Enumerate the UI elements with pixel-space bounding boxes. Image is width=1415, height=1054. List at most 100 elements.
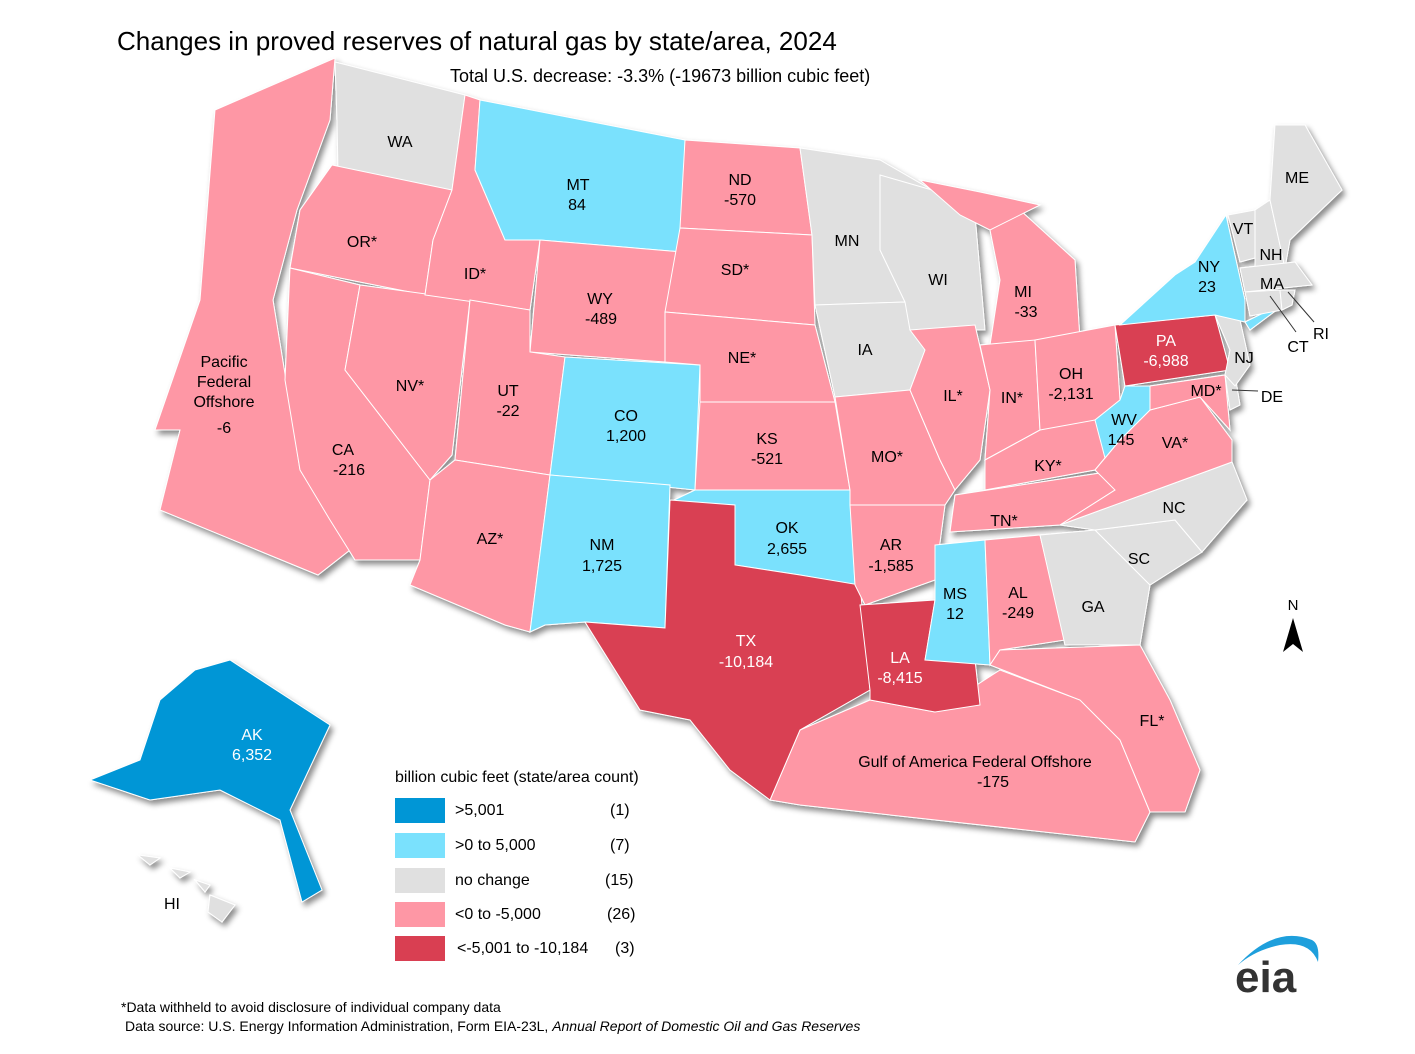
area-name-label: CO <box>614 408 638 425</box>
area-name-label: ME <box>1285 170 1309 187</box>
area-value-label: -570 <box>724 192 756 209</box>
area-ar <box>849 504 946 606</box>
legend-label: no change <box>455 872 530 889</box>
svg-text:eia: eia <box>1235 953 1297 1000</box>
area-name-label: WI <box>928 272 948 289</box>
legend-count: (3) <box>615 940 635 957</box>
north-label: N <box>1288 597 1299 614</box>
area-ma <box>1239 261 1313 293</box>
area-name-label: CA <box>332 442 355 459</box>
area-value-label: -1,585 <box>868 558 913 575</box>
area-name-label: VA* <box>1162 435 1188 452</box>
map-subtitle: Total U.S. decrease: -3.3% (-19673 billi… <box>450 66 871 86</box>
area-name-label: NC <box>1162 500 1185 517</box>
area-name-label: SC <box>1128 551 1150 568</box>
area-name-label: AZ* <box>477 531 504 548</box>
area-hi <box>193 878 211 893</box>
area-mt <box>474 99 686 253</box>
area-name-label: AR <box>880 537 902 554</box>
area-name-label: NV* <box>396 378 424 395</box>
area-name-label: GA <box>1081 599 1104 616</box>
area-value-label: -175 <box>977 774 1009 791</box>
area-value-label: -8,415 <box>877 670 922 687</box>
leader-line <box>1269 295 1297 333</box>
area-pa <box>1114 314 1231 387</box>
area-value-label: 1,200 <box>606 428 646 445</box>
area-name-label: NE* <box>728 350 756 367</box>
legend-label: >5,001 <box>455 802 505 819</box>
leader-line <box>1231 389 1259 392</box>
area-name-label: KS <box>756 431 777 448</box>
legend-swatch <box>395 833 445 858</box>
area-name-label: MD* <box>1190 383 1221 400</box>
area-hi <box>168 867 192 879</box>
area-name-label: Gulf of America Federal Offshore <box>858 754 1092 771</box>
area-name-label: TX <box>736 633 757 650</box>
area-value-label: -521 <box>751 451 783 468</box>
area-name-label: IN* <box>1001 390 1023 407</box>
area-value-label: -489 <box>585 311 617 328</box>
area-value-label: 1,725 <box>582 558 622 575</box>
area-fl <box>989 644 1201 813</box>
source-prefix: Data source: U.S. Energy Information Adm… <box>125 1018 553 1034</box>
area-hi <box>136 854 162 866</box>
area-name-label: NY <box>1198 259 1221 276</box>
area-name-label: OR* <box>347 234 377 251</box>
area-name-label: IL* <box>943 388 963 405</box>
area-name-label: Offshore <box>193 394 254 411</box>
leader-line <box>1287 291 1315 323</box>
area-name-label: Federal <box>197 374 251 391</box>
legend-label: <-5,001 to -10,184 <box>457 940 589 957</box>
area-ny <box>1118 213 1246 326</box>
legend-count: (15) <box>605 872 634 889</box>
area-name-label: MT <box>566 177 589 194</box>
area-name-label: MO* <box>871 449 903 466</box>
area-name-label: WV <box>1111 412 1137 429</box>
area-name-label: DE <box>1261 389 1283 406</box>
area-name-label: OH <box>1059 366 1083 383</box>
area-name-label: SD* <box>721 262 749 279</box>
area-value-label: -22 <box>496 403 519 420</box>
area-name-label: MA <box>1260 276 1284 293</box>
area-value-label: 2,655 <box>767 541 807 558</box>
area-value-label: 84 <box>568 197 586 214</box>
area-name-label: IA <box>857 342 872 359</box>
area-value-label: -216 <box>333 462 365 479</box>
source-title: Annual Report of Domestic Oil and Gas Re… <box>552 1018 861 1034</box>
area-name-label: PA <box>1156 333 1176 350</box>
north-arrow-icon: N <box>1283 597 1303 652</box>
area-name-label: AL <box>1008 585 1028 602</box>
legend-label: >0 to 5,000 <box>455 837 536 854</box>
legend-swatch <box>395 936 445 961</box>
area-name-label: MS <box>943 586 967 603</box>
area-name-label: ID* <box>464 266 486 283</box>
eia-logo: eia <box>1235 935 1319 1000</box>
area-name-label: NH <box>1259 247 1282 264</box>
area-name-label: NM <box>590 537 615 554</box>
area-name-label: MN <box>835 233 860 250</box>
area-name-label: FL* <box>1140 713 1165 730</box>
area-name-label: WA <box>387 134 413 151</box>
area-mi <box>989 209 1081 346</box>
area-name-label: NJ <box>1234 350 1254 367</box>
legend-swatch <box>395 902 445 927</box>
area-name-label: AK <box>241 727 263 744</box>
area-ct <box>1244 289 1283 317</box>
area-ri <box>1279 289 1296 311</box>
area-mi <box>918 179 1042 231</box>
area-name-label: HI <box>164 896 180 913</box>
legend-count: (26) <box>607 906 636 923</box>
legend-swatch <box>395 798 445 823</box>
area-name-label: ND <box>728 172 751 189</box>
map-title: Changes in proved reserves of natural ga… <box>117 26 837 56</box>
area-value-label: 23 <box>1198 279 1216 296</box>
area-tx <box>584 499 871 801</box>
area-ak <box>88 659 331 903</box>
data-source: Data source: U.S. Energy Information Adm… <box>125 1018 860 1034</box>
area-md <box>1149 374 1231 432</box>
area-ms <box>924 539 991 666</box>
area-value-label: 12 <box>946 606 964 623</box>
area-name-label: TN* <box>990 513 1018 530</box>
legend-label: <0 to -5,000 <box>455 906 541 923</box>
